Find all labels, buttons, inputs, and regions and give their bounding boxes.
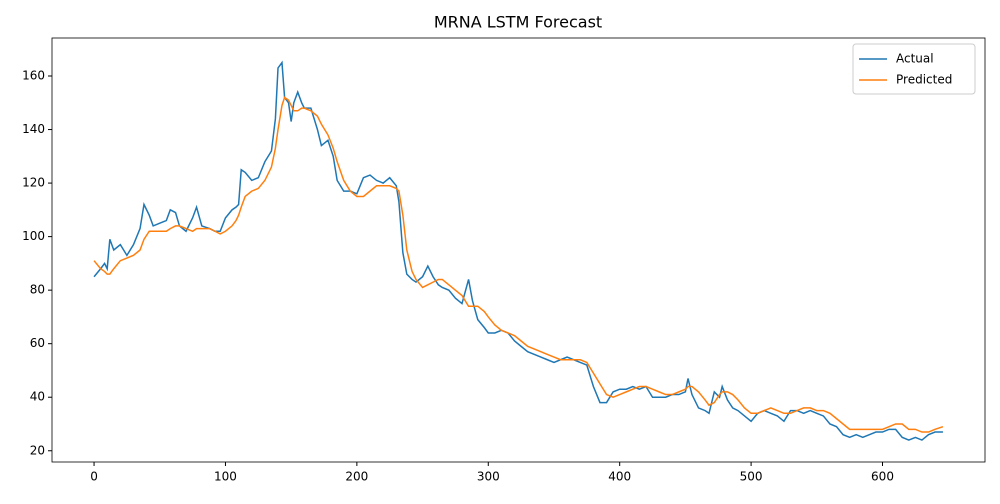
y-tick-label: 20 bbox=[30, 443, 45, 457]
x-tick-label: 300 bbox=[477, 470, 500, 484]
y-tick-label: 140 bbox=[22, 122, 45, 136]
x-tick-label: 0 bbox=[90, 470, 98, 484]
y-tick-label: 60 bbox=[30, 336, 45, 350]
y-tick-label: 80 bbox=[30, 283, 45, 297]
chart-title: MRNA LSTM Forecast bbox=[434, 13, 602, 32]
legend-label: Predicted bbox=[896, 73, 952, 87]
y-tick-label: 100 bbox=[22, 229, 45, 243]
legend-label: Actual bbox=[896, 52, 934, 66]
y-tick-label: 40 bbox=[30, 390, 45, 404]
series-line bbox=[93, 96, 944, 433]
series-line bbox=[93, 60, 943, 441]
legend-box bbox=[852, 43, 976, 95]
x-tick-label: 100 bbox=[214, 470, 237, 484]
x-tick-label: 200 bbox=[345, 470, 368, 484]
plot-frame bbox=[51, 37, 986, 463]
x-tick-label: 400 bbox=[608, 470, 631, 484]
x-tick-label: 500 bbox=[740, 470, 763, 484]
x-tick-label: 600 bbox=[871, 470, 894, 484]
y-tick-label: 160 bbox=[22, 69, 45, 83]
y-tick-label: 120 bbox=[22, 176, 45, 190]
